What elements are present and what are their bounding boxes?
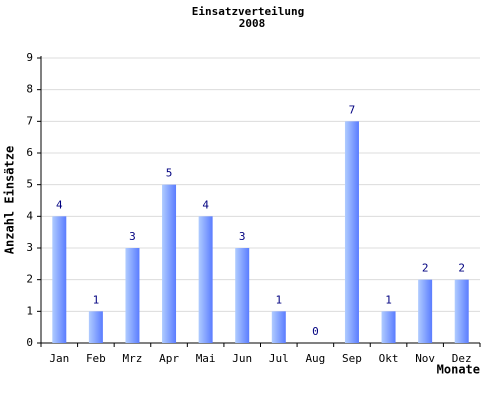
x-tick-label: Feb bbox=[86, 352, 106, 365]
value-label: 0 bbox=[312, 325, 319, 338]
value-label: 2 bbox=[458, 262, 465, 275]
y-tick-label: 2 bbox=[26, 273, 33, 286]
x-tick-label: Mai bbox=[196, 352, 216, 365]
x-tick-label: Aug bbox=[305, 352, 325, 365]
bar bbox=[271, 311, 286, 343]
bar bbox=[88, 311, 103, 343]
y-tick-label: 0 bbox=[26, 336, 33, 349]
value-label: 1 bbox=[275, 293, 282, 306]
bar bbox=[235, 248, 250, 343]
value-label: 1 bbox=[385, 293, 392, 306]
y-tick-label: 4 bbox=[26, 209, 33, 222]
bar bbox=[162, 184, 177, 343]
value-label: 4 bbox=[56, 198, 63, 211]
y-tick-label: 3 bbox=[26, 241, 33, 254]
value-label: 3 bbox=[239, 230, 246, 243]
bar bbox=[52, 216, 67, 343]
y-tick-label: 9 bbox=[26, 51, 33, 64]
x-tick-label: Nov bbox=[415, 352, 435, 365]
x-axis-label: Monate bbox=[437, 363, 480, 377]
value-label: 7 bbox=[349, 103, 356, 116]
bar bbox=[381, 311, 396, 343]
x-tick-label: Apr bbox=[159, 352, 179, 365]
x-tick-label: Okt bbox=[379, 352, 399, 365]
bar bbox=[344, 121, 359, 343]
value-label: 2 bbox=[422, 262, 429, 275]
bar bbox=[125, 248, 140, 343]
value-label: 3 bbox=[129, 230, 136, 243]
x-tick-label: Jun bbox=[232, 352, 252, 365]
bar bbox=[454, 279, 469, 343]
x-tick-label: Jul bbox=[269, 352, 289, 365]
chart-subtitle: 2008 bbox=[239, 17, 266, 30]
y-tick-label: 8 bbox=[26, 83, 33, 96]
y-tick-label: 6 bbox=[26, 146, 33, 159]
value-label: 1 bbox=[93, 293, 100, 306]
x-tick-label: Dez bbox=[452, 352, 472, 365]
value-label: 5 bbox=[166, 167, 173, 180]
y-tick-label: 7 bbox=[26, 114, 33, 127]
bar bbox=[418, 279, 433, 343]
bar bbox=[198, 216, 213, 343]
value-label: 4 bbox=[202, 198, 209, 211]
chart-title: Einsatzverteilung bbox=[192, 5, 305, 18]
x-tick-label: Mrz bbox=[123, 352, 143, 365]
x-tick-label: Jan bbox=[49, 352, 69, 365]
y-tick-label: 5 bbox=[26, 178, 33, 191]
y-tick-label: 1 bbox=[26, 304, 33, 317]
x-tick-label: Sep bbox=[342, 352, 362, 365]
y-axis-label: Anzahl Einsätze bbox=[3, 146, 17, 254]
